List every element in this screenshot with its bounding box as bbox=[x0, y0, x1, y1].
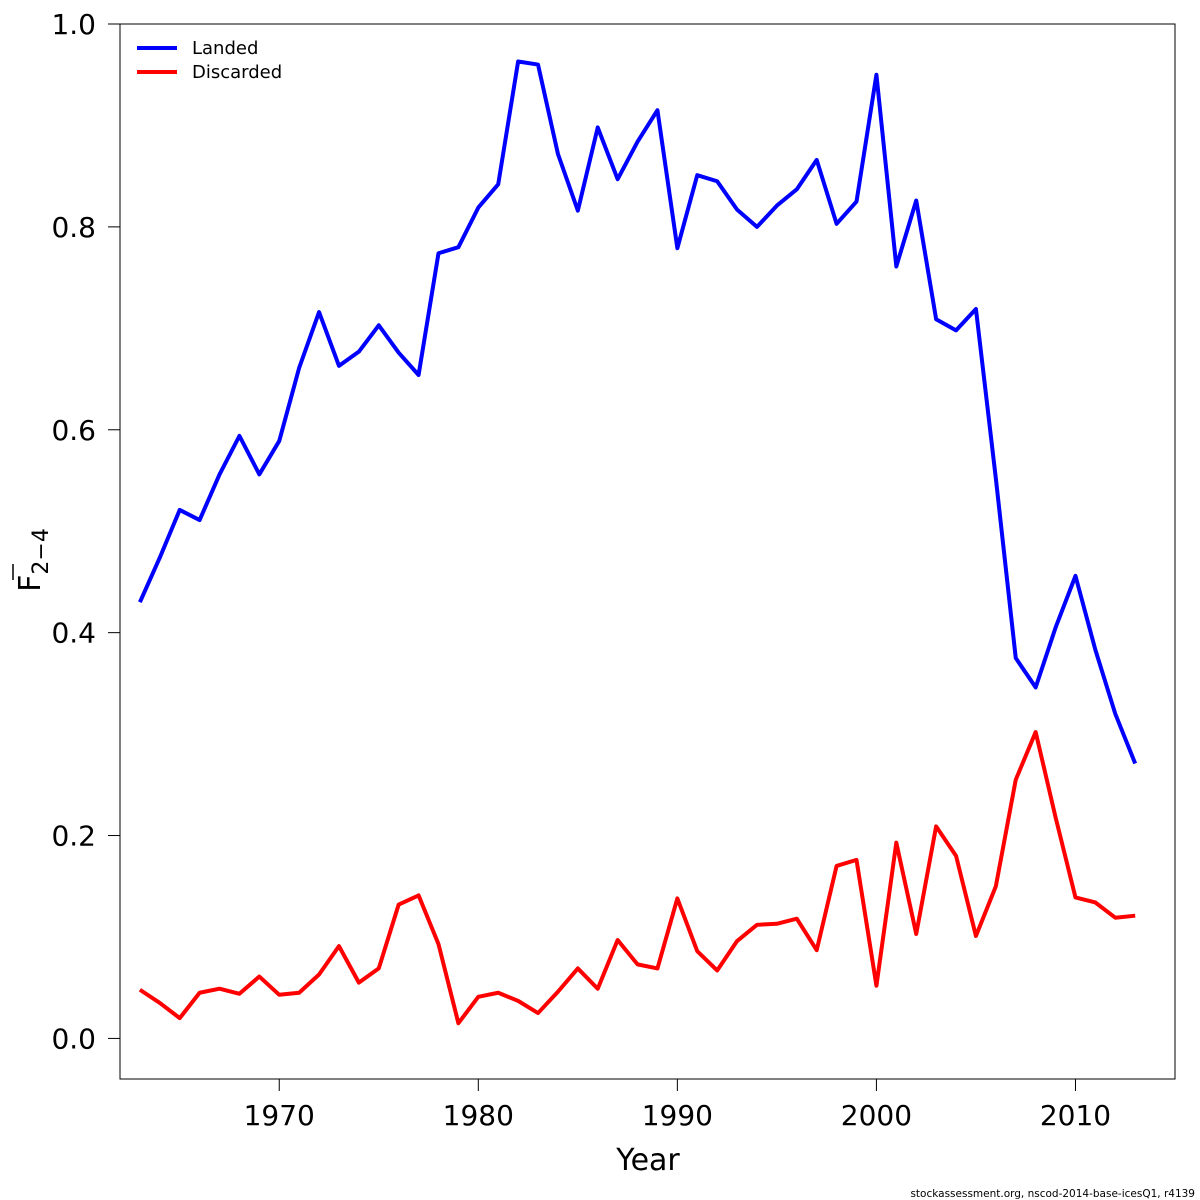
series-layer bbox=[138, 59, 1138, 1026]
x-tick-label-1980: 1980 bbox=[443, 1099, 514, 1132]
y-tick-label-0.2: 0.2 bbox=[51, 820, 96, 853]
footnote: stockassessment.org, nscod-2014-base-ice… bbox=[910, 1188, 1195, 1200]
series-line-discarded bbox=[138, 730, 1136, 1026]
legend: Landed Discarded bbox=[137, 38, 282, 83]
y-tick-label-0.8: 0.8 bbox=[51, 211, 96, 244]
y-tick-label-0.6: 0.6 bbox=[51, 414, 96, 447]
x-axis: 1970 1980 1990 2000 2010 bbox=[244, 1079, 1111, 1132]
y-axis-title: F2−4 bbox=[12, 528, 54, 592]
x-tick-label-2010: 2010 bbox=[1040, 1099, 1111, 1132]
x-tick-label-1990: 1990 bbox=[642, 1099, 713, 1132]
svg-text:F2−4: F2−4 bbox=[13, 528, 54, 592]
series-line-landed bbox=[138, 59, 1138, 765]
x-axis-title: Year bbox=[615, 1143, 680, 1178]
y-tick-label-0.0: 0.0 bbox=[51, 1022, 96, 1055]
plot-area-frame bbox=[119, 23, 1176, 1080]
y-tick-label-1.0: 1.0 bbox=[51, 8, 96, 41]
y-axis: 0.0 0.2 0.4 0.6 0.8 1.0 bbox=[51, 8, 120, 1055]
x-tick-label-2000: 2000 bbox=[841, 1099, 912, 1132]
y-axis-title-main: F bbox=[13, 575, 48, 592]
legend-label-landed: Landed bbox=[192, 38, 258, 59]
y-tick-label-0.4: 0.4 bbox=[51, 617, 96, 650]
y-axis-title-subscript: 2−4 bbox=[29, 528, 54, 574]
legend-label-discarded: Discarded bbox=[192, 62, 282, 83]
x-tick-label-1970: 1970 bbox=[244, 1099, 315, 1132]
